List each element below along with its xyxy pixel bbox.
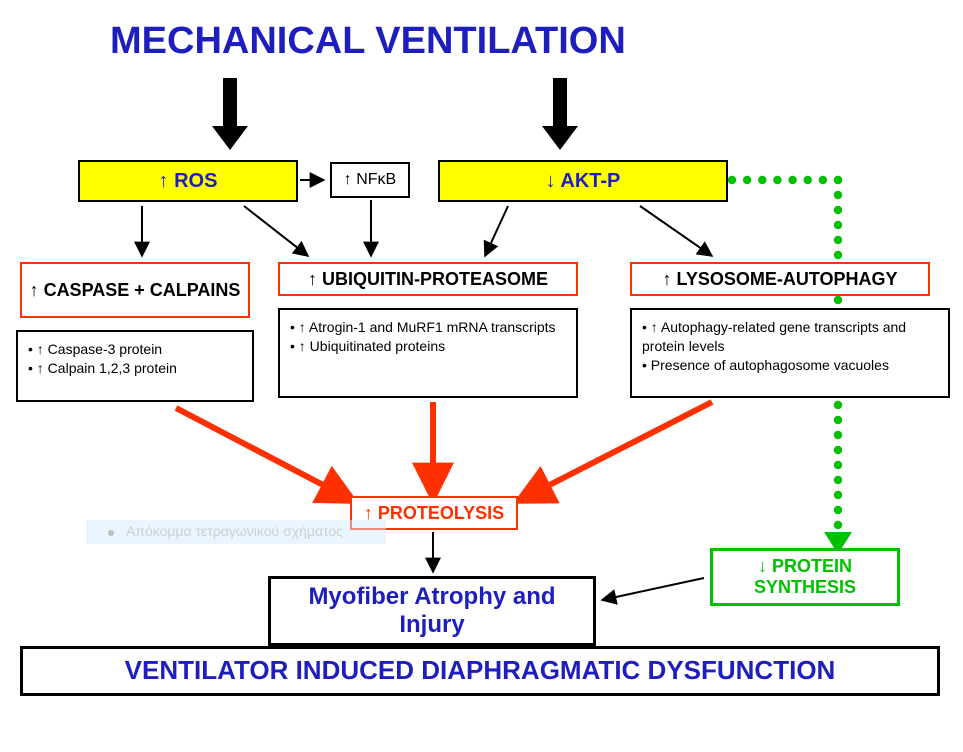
node-lysosome-autophagy: ↑ LYSOSOME-AUTOPHAGY (630, 262, 930, 296)
ghost-bullet (108, 530, 114, 536)
node-protein-synthesis: ↓ PROTEIN SYNTHESIS (710, 548, 900, 606)
details-ubiquitin: ↑ Atrogin-1 and MuRF1 mRNA transcripts↑ … (278, 308, 578, 398)
detail-item: ↑ Caspase-3 protein (28, 340, 242, 359)
node-ubiquitin-proteasome: ↑ UBIQUITIN-PROTEASOME (278, 262, 578, 296)
node-ros: ↑ ROS (78, 160, 298, 202)
detail-item: Presence of autophagosome vacuoles (642, 356, 938, 375)
node-caspase-calpains: ↑ CASPASE + CALPAINS (20, 262, 250, 318)
node-akt-p: ↓ AKT-P (438, 160, 728, 202)
node-nfkb: ↑ NFκB (330, 162, 410, 198)
node-myofiber-atrophy: Myofiber Atrophy and Injury (268, 576, 596, 646)
diagram-title: MECHANICAL VENTILATION (110, 20, 626, 63)
detail-item: ↑ Ubiquitinated proteins (290, 337, 566, 356)
details-lysosome: ↑ Autophagy-related gene transcripts and… (630, 308, 950, 398)
ghost-label: Απόκομμα τετραγωνικού σχήματος (126, 523, 343, 539)
detail-item: ↑ Atrogin-1 and MuRF1 mRNA transcripts (290, 318, 566, 337)
details-caspase: ↑ Caspase-3 protein↑ Calpain 1,2,3 prote… (16, 330, 254, 402)
node-vidd: VENTILATOR INDUCED DIAPHRAGMATIC DYSFUNC… (20, 646, 940, 696)
detail-item: ↑ Autophagy-related gene transcripts and… (642, 318, 938, 356)
detail-item: ↑ Calpain 1,2,3 protein (28, 359, 242, 378)
